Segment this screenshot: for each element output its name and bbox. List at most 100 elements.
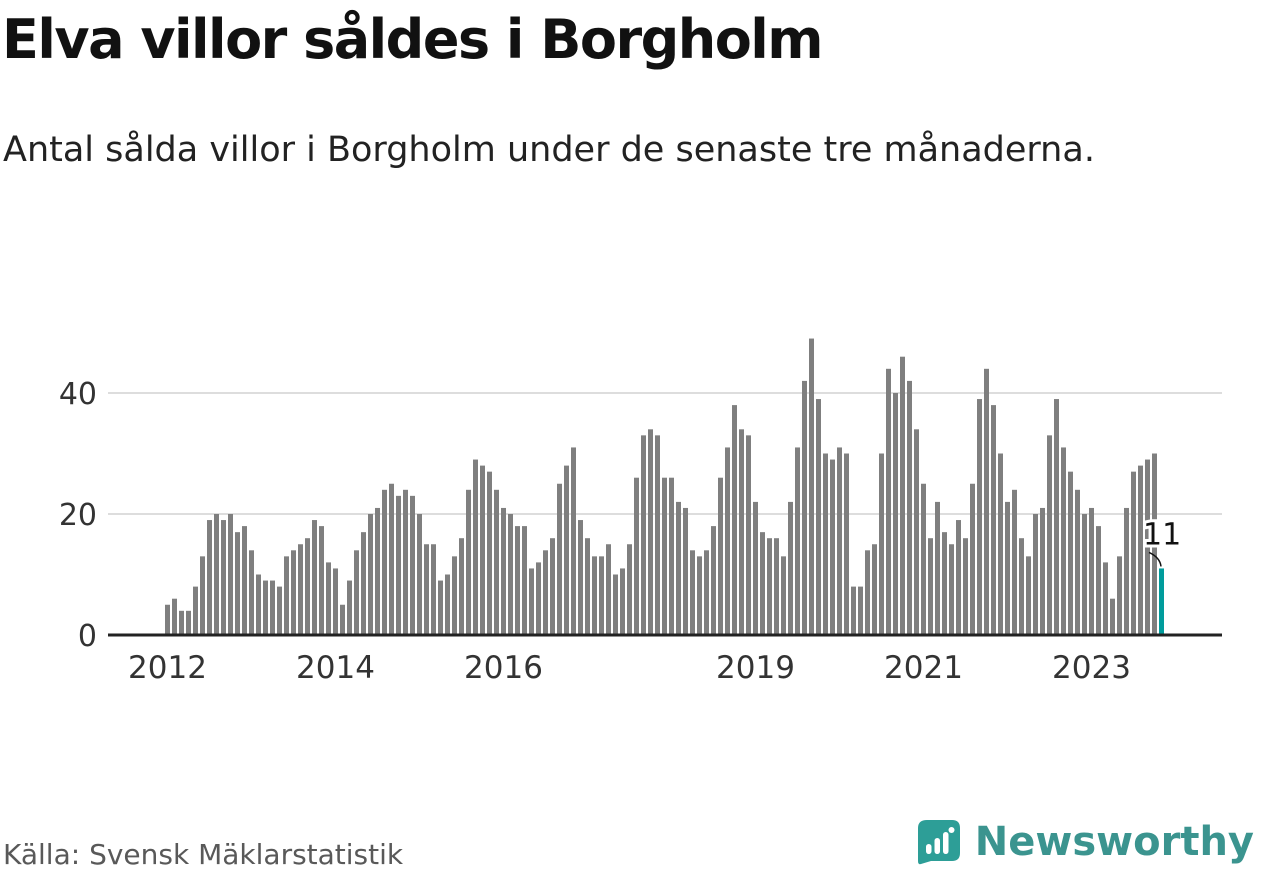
bar [1124,507,1129,635]
bar [459,538,464,635]
x-axis-tick-label: 2012 [128,650,207,686]
bar [809,338,814,635]
bar [424,544,429,635]
bar [508,514,513,635]
bar [550,538,555,635]
bar [403,489,408,635]
bar [1005,501,1010,635]
bar [802,380,807,635]
newsworthy-brand: Newsworthy [915,818,1254,865]
bar [1131,471,1136,635]
bar [578,520,583,635]
bar [1033,514,1038,635]
bar [830,459,835,635]
bar [921,483,926,635]
chart-subtitle: Antal sålda villor i Borgholm under de s… [3,130,1095,170]
bar [291,550,296,635]
bar [711,526,716,635]
bar [1061,447,1066,635]
bar [263,580,268,635]
bar [1096,526,1101,635]
page-title: Elva villor såldes i Borgholm [2,8,824,71]
bar [494,489,499,635]
bar [718,477,723,635]
bar [1054,399,1059,635]
bar [1068,471,1073,635]
bar [627,544,632,635]
bar [172,598,177,635]
bar [487,471,492,635]
bar [536,562,541,635]
bar [340,604,345,635]
bar [445,574,450,635]
bar [410,495,415,635]
bar [382,489,387,635]
bar [949,544,954,635]
bar [473,459,478,635]
bar [564,465,569,635]
bar [914,429,919,635]
bar [907,380,912,635]
bar [963,538,968,635]
bar [893,393,898,635]
bar [326,562,331,635]
bar [1103,562,1108,635]
bar [697,556,702,635]
bar [221,520,226,635]
newsworthy-wordmark: Newsworthy [974,818,1254,865]
bar [970,483,975,635]
bar [480,465,485,635]
bar [1047,435,1052,635]
bar [214,514,219,635]
bar [620,568,625,635]
bar [242,526,247,635]
x-axis-tick-label: 2016 [464,650,543,686]
bar [704,550,709,635]
bar [1089,507,1094,635]
bar [886,368,891,635]
bar [1110,598,1115,635]
bar [879,453,884,635]
x-axis-tick-label: 2021 [884,650,963,686]
bar [354,550,359,635]
bar [774,538,779,635]
bar [683,507,688,635]
bar [858,586,863,635]
bar [851,586,856,635]
bar [1152,453,1157,635]
bar [1019,538,1024,635]
bar [816,399,821,635]
source-attribution: Källa: Svensk Mäklarstatistik [3,838,404,871]
bar [347,580,352,635]
bar [669,477,674,635]
bar [977,399,982,635]
bar [270,580,275,635]
bar [1145,459,1150,635]
x-axis-tick-label: 2019 [716,650,795,686]
bar [312,520,317,635]
bar [641,435,646,635]
bar [543,550,548,635]
bar [319,526,324,635]
bar [648,429,653,635]
highlighted-bar [1159,568,1164,635]
bar [781,556,786,635]
bar [165,604,170,635]
bar [1026,556,1031,635]
bar [452,556,457,635]
bar [396,495,401,635]
bar [844,453,849,635]
bar [767,538,772,635]
y-axis-tick-label: 40 [59,377,97,412]
bar [991,405,996,635]
bar [956,520,961,635]
bar [333,568,338,635]
bar [690,550,695,635]
bar [760,532,765,635]
bar [739,429,744,635]
bar [900,356,905,635]
bar-chart: 0 20 40 2012 2014 2016 2019 2021 2023 11 [59,338,1222,686]
bar [998,453,1003,635]
bar [515,526,520,635]
